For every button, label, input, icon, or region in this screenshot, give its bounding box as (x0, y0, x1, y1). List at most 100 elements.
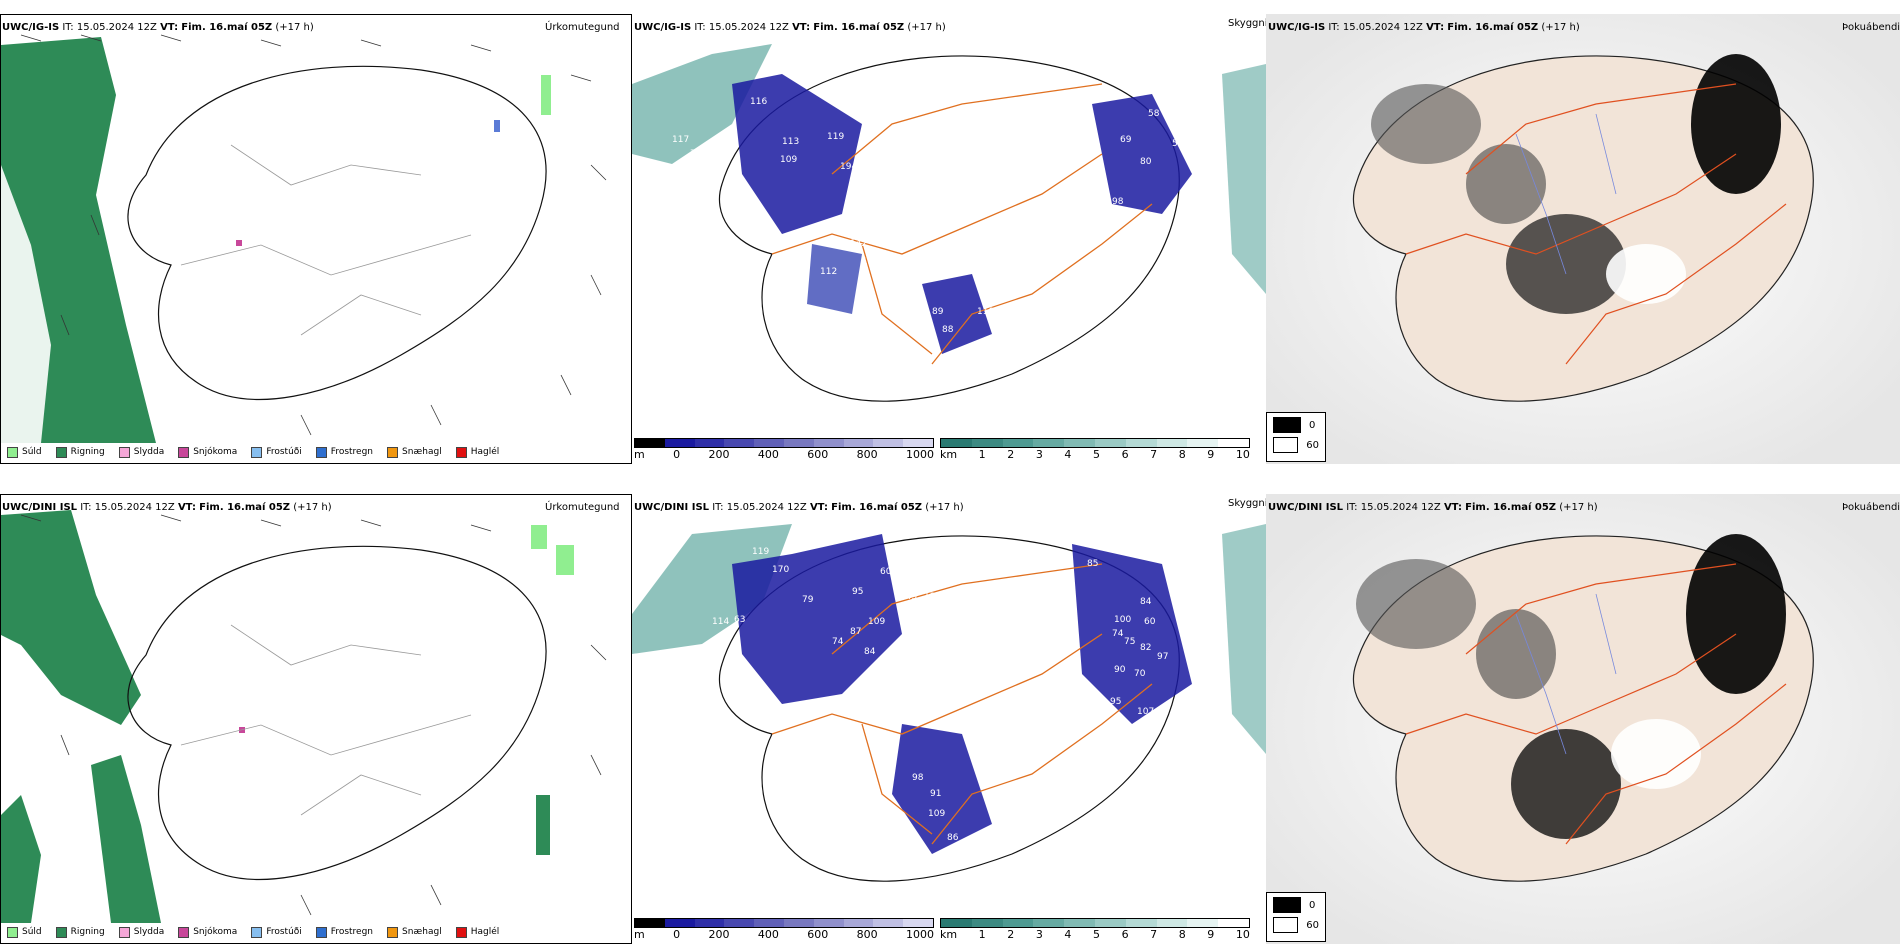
legend-label: Frostúði (266, 927, 302, 937)
height-colorbar: m 0 200 400 600 800 1000 (634, 438, 934, 461)
swatch (251, 926, 263, 938)
legend-item-hail: Haglél (455, 926, 499, 938)
swatch (55, 446, 67, 458)
legend-item-freezing-rain: Frostregn (315, 926, 374, 938)
visibility-value-label: 142 (850, 239, 867, 249)
visibility-value-label: 82 (1140, 643, 1151, 653)
tick-label: 800 (856, 448, 878, 461)
tick-label: 10 (1235, 448, 1250, 461)
vt-label: VT: (792, 22, 811, 33)
visibility-value-label: 194 (840, 162, 857, 172)
visibility-panel-2: 119 170 79 114 63 87 74 60 95 145 109 132 100 84 125 12… (632, 494, 1266, 944)
legend-item-sleet: Slydda (118, 446, 164, 458)
panel-title: Skyggni (1228, 18, 1268, 29)
visibility-value-label: 88 (942, 325, 954, 335)
visibility-value-label: 90 (1114, 665, 1126, 675)
tick-label: 7 (1150, 928, 1158, 941)
visibility-value-label: 95 (1110, 697, 1121, 707)
it-label: IT: (1346, 502, 1358, 513)
legend-label: Súld (22, 447, 42, 457)
it-label: IT: (712, 502, 724, 513)
tick-label: 0 (673, 928, 681, 941)
precip-map-1 (1, 34, 607, 443)
vt-value: Fim. 16.maí 05Z (813, 22, 905, 33)
panel-title: Skyggni (1228, 498, 1268, 509)
tick-label: 5 (1092, 448, 1100, 461)
tick-label: 8 (1178, 928, 1186, 941)
fog-map-1 (1266, 14, 1900, 464)
swatch (315, 926, 327, 938)
tick-label: 2 (1007, 448, 1015, 461)
lead-time: (+17 h) (275, 22, 314, 33)
swatch (1273, 897, 1301, 913)
height-unit: m (634, 928, 645, 941)
visibility-value-label: 79 (802, 595, 814, 605)
panel-header: UWC/DINI ISL IT: 15.05.2024 12Z VT: Fim.… (1268, 502, 1598, 514)
fog-legend-label: 60 (1306, 919, 1319, 931)
fog-map-2 (1266, 494, 1900, 944)
tick-label: 0 (673, 448, 681, 461)
visibility-value-label: 59 (1172, 139, 1184, 149)
panel-title: Þokuábendi (1842, 502, 1900, 513)
swatch (118, 446, 130, 458)
visibility-colorbar: km 1 2 3 4 5 6 7 8 9 10 (940, 918, 1250, 941)
tick-label: 3 (1035, 928, 1043, 941)
visibility-value-label: 71 (690, 149, 701, 159)
swatch (118, 926, 130, 938)
panel-header: UWC/IG-IS IT: 15.05.2024 12Z VT: Fim. 16… (2, 22, 314, 34)
visibility-value-label: 116 (750, 97, 767, 107)
swatch (1273, 917, 1299, 933)
fog-legend-label: 0 (1309, 899, 1316, 911)
swatch (178, 446, 190, 458)
tick-label: 7 (1150, 448, 1158, 461)
precip-type-panel-1: Súld Rigning Slydda Snjókoma Frostúði Fr… (0, 14, 632, 464)
visibility-value-label: 86 (947, 833, 959, 843)
tick-label: 10 (1235, 928, 1250, 941)
tick-label: 8 (1178, 448, 1186, 461)
visibility-value-label: 84 (1140, 597, 1152, 607)
legend-label: Snjókoma (193, 447, 238, 457)
vt-value: Fim. 16.maí 05Z (181, 22, 273, 33)
legend-label: Frostregn (330, 447, 374, 457)
vt-value: Fim. 16.maí 05Z (1447, 22, 1539, 33)
visibility-value-label: 84 (864, 647, 876, 657)
tick-label: 800 (856, 928, 878, 941)
visibility-value-label: 63 (734, 615, 745, 625)
it-label: IT: (62, 22, 74, 33)
legend-label: Snæhagl (402, 927, 442, 937)
visibility-unit: km (940, 928, 958, 941)
precip-type-legend: Súld Rigning Slydda Snjókoma Frostúði Fr… (1, 441, 631, 463)
legend-item-drizzle: Súld (7, 926, 42, 938)
legend-label: Snjókoma (193, 927, 238, 937)
visibility-value-label: 80 (1140, 157, 1152, 167)
panel-title: Úrkomutegund (545, 502, 620, 513)
legend-item-hail: Haglél (455, 446, 500, 458)
model-name: UWC/DINI ISL (1268, 502, 1344, 513)
tick-label: 400 (757, 928, 779, 941)
lead-time: (+17 h) (293, 502, 332, 513)
swatch (1273, 417, 1301, 433)
swatch (55, 926, 67, 938)
vt-value: Fim. 16.maí 05Z (199, 502, 291, 513)
visibility-value-label: 87 (850, 627, 861, 637)
tick-label: 6 (1121, 448, 1129, 461)
lead-time: (+17 h) (925, 502, 964, 513)
legend-label: Haglél (470, 447, 500, 457)
vt-value: Fim. 16.maí 05Z (1465, 502, 1557, 513)
fog-legend: 0 60 (1266, 412, 1326, 462)
it-value: 15.05.2024 12Z (708, 22, 789, 33)
tick-label: 1 (978, 928, 986, 941)
visibility-value-label: 100 (1114, 615, 1131, 625)
legend-item-rain: Rigning (55, 446, 105, 458)
visibility-value-label: 110 (977, 307, 994, 317)
tick-label: 6 (1121, 928, 1129, 941)
tick-label: 400 (757, 448, 779, 461)
panel-header: UWC/DINI ISL IT: 15.05.2024 12Z VT: Fim.… (2, 502, 332, 514)
legend-label: Rigning (70, 447, 105, 457)
vt-value: Fim. 16.maí 05Z (831, 502, 923, 513)
legend-label: Frostregn (330, 927, 374, 937)
vt-label: VT: (177, 502, 196, 513)
